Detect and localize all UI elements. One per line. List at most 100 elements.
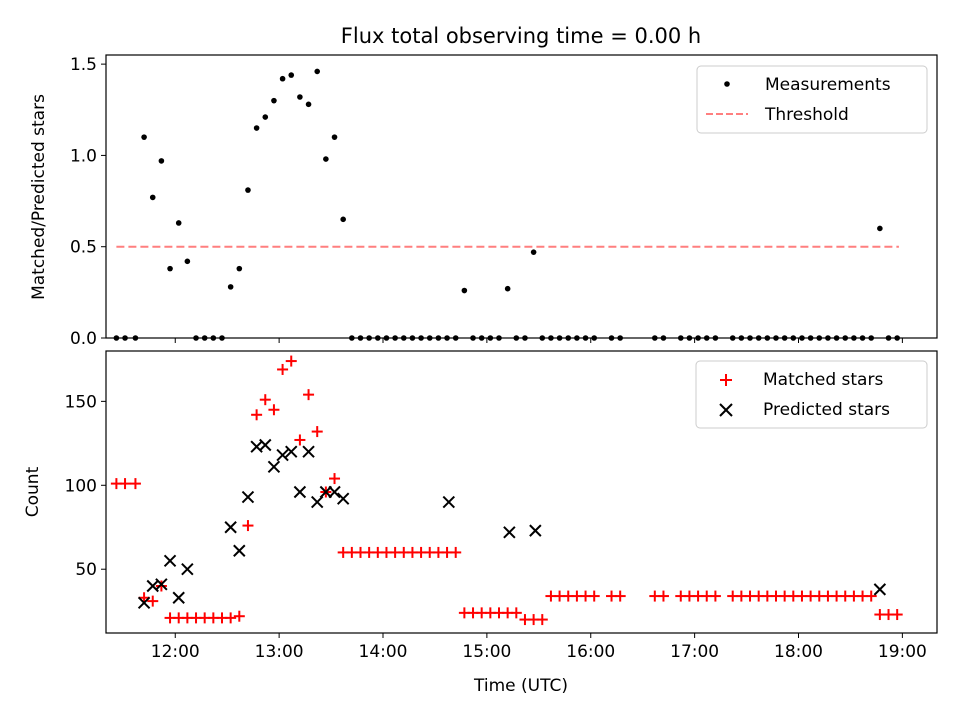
matched-point	[311, 426, 323, 438]
predicted-point	[267, 460, 281, 474]
x-axis-label: Time (UTC)	[473, 676, 568, 696]
legend-matched-label: Matched stars	[763, 370, 883, 390]
predicted-point	[529, 524, 542, 537]
matched-point	[155, 580, 167, 592]
matched-point	[510, 607, 522, 619]
legend-threshold-label: Threshold	[764, 105, 849, 125]
matched-point	[891, 609, 903, 621]
measurement-point	[245, 187, 251, 193]
matched-point	[588, 590, 600, 602]
predicted-point	[328, 485, 341, 499]
predicted-point	[172, 591, 185, 604]
measurement-point	[305, 101, 312, 108]
predicted-point	[155, 578, 168, 591]
top-plot-frame	[105, 54, 938, 339]
x-tick-label: 16:00	[566, 642, 615, 662]
matched-point	[285, 355, 297, 367]
measurement-point	[158, 158, 165, 164]
measurement-point	[877, 225, 883, 232]
predicted-point	[276, 448, 289, 462]
measurement-point	[184, 258, 191, 265]
predicted-point	[311, 495, 324, 509]
measurement-point	[262, 114, 269, 120]
predicted-point	[285, 445, 298, 458]
predicted-point	[302, 445, 315, 458]
x-tick-label: 14:00	[359, 642, 408, 662]
predicted-point	[181, 563, 194, 576]
matched-point	[251, 409, 263, 421]
legend-predicted-label: Predicted stars	[763, 400, 890, 420]
y-tick-label: 150	[65, 392, 97, 412]
x-tick-label: 13:00	[255, 642, 304, 662]
top-plot: 0.0 0.5 1.0 1.5	[70, 54, 938, 349]
top-legend-box	[696, 65, 928, 134]
matched-point	[259, 394, 271, 406]
measurement-point	[167, 265, 173, 272]
measurement-point	[253, 125, 260, 131]
measurement-point	[461, 287, 468, 294]
measurement-point	[297, 94, 303, 100]
matched-point	[709, 590, 721, 602]
matched-point	[147, 595, 159, 607]
measurement-point	[149, 194, 156, 201]
matched-point	[225, 612, 237, 624]
matched-point	[119, 478, 131, 490]
measurement-point	[340, 216, 346, 223]
y-tick-label: 1.5	[70, 55, 97, 75]
predicted-point	[163, 554, 177, 568]
x-tick-label: 17:00	[670, 642, 719, 662]
matched-point	[268, 404, 280, 416]
legend-predicted-marker	[719, 403, 733, 417]
top-legend: Measurements Threshold	[696, 65, 928, 134]
measurement-point	[314, 68, 321, 75]
bottom-legend: Matched stars Predicted stars	[695, 360, 928, 429]
x-tick-label: 18:00	[774, 642, 823, 662]
matched-point	[233, 610, 245, 622]
legend-measurements-marker	[724, 81, 730, 87]
predicted-point	[873, 583, 887, 596]
matched-point	[865, 590, 877, 602]
y-tick-label: 0.0	[70, 329, 97, 349]
measurement-point	[271, 97, 277, 104]
measurement-point	[279, 75, 286, 82]
bottom-plot: 12:00 13:00 14:00 15:00 16:00 17:00 18:00 19:00…	[65, 350, 938, 662]
matched-point	[277, 363, 289, 375]
matched-point	[129, 478, 141, 490]
predicted-point	[224, 521, 237, 534]
measurement-point	[227, 284, 234, 290]
bottom-legend-box	[695, 360, 928, 429]
matched-point	[536, 614, 548, 626]
legend-matched-marker	[720, 374, 732, 386]
matched-point	[294, 434, 306, 446]
measurement-point	[530, 249, 537, 255]
bottom-plot-frame	[105, 350, 938, 634]
predicted-point	[503, 526, 516, 539]
top-y-axis-label: Matched/Predicted stars	[29, 94, 49, 300]
x-tick-label: 15:00	[462, 642, 511, 662]
matched-point	[614, 590, 626, 602]
matched-point	[303, 389, 315, 401]
measurement-point	[323, 156, 329, 162]
matched-point	[329, 473, 341, 485]
measurement-point	[331, 134, 338, 140]
predicted-point	[259, 438, 272, 452]
measurement-point	[236, 265, 243, 272]
bottom-y-axis-label: Count	[23, 466, 43, 517]
predicted-point	[336, 492, 350, 505]
predicted-point	[241, 490, 255, 504]
legend-measurements-label: Measurements	[765, 75, 891, 95]
measurement-point	[504, 285, 511, 292]
measurement-point	[175, 220, 182, 226]
y-tick-label: 50	[75, 560, 97, 580]
predicted-point	[233, 544, 246, 557]
predicted-point	[442, 495, 455, 509]
chart-title: Flux total observing time = 0.00 h	[341, 24, 701, 48]
matched-point	[657, 590, 669, 602]
x-tick-label: 12:00	[151, 642, 200, 662]
y-tick-label: 0.5	[70, 238, 97, 258]
matched-point	[242, 520, 254, 532]
y-tick-label: 1.0	[70, 146, 97, 166]
y-tick-label: 100	[65, 476, 97, 496]
matched-point	[450, 546, 462, 558]
